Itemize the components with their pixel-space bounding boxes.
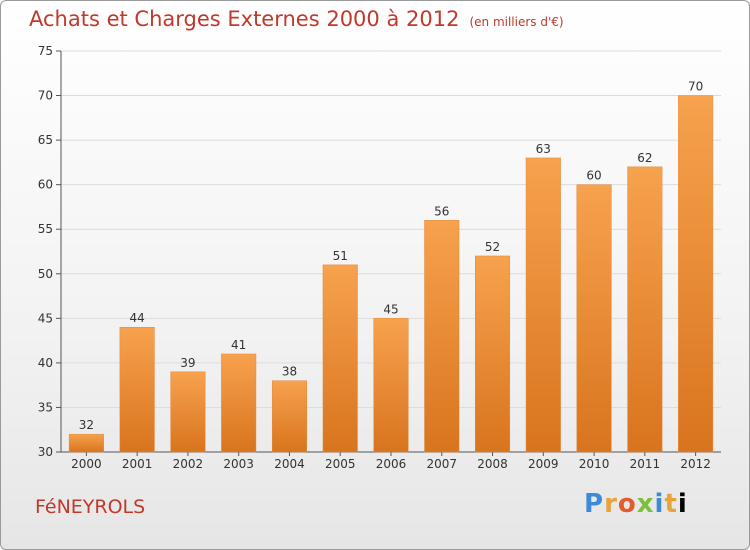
x-tick-label-2010: 2010 <box>579 457 610 471</box>
x-tick-label-2002: 2002 <box>173 457 204 471</box>
data-label-2003: 41 <box>231 338 246 352</box>
bar-2001 <box>119 326 155 453</box>
y-tick-label: 45 <box>38 311 53 325</box>
chart-title: Achats et Charges Externes 2000 à 2012 (e… <box>29 7 564 31</box>
bar-2007 <box>424 220 460 453</box>
bars <box>68 95 714 453</box>
x-tick-label-2006: 2006 <box>376 457 407 471</box>
chart-unit: (en milliers d'€) <box>469 15 564 29</box>
x-tick-label-2000: 2000 <box>71 457 102 471</box>
y-tick-label: 30 <box>38 445 53 459</box>
bar-2005 <box>322 264 358 453</box>
x-tick-label-2001: 2001 <box>122 457 153 471</box>
y-tick-label: 55 <box>38 222 53 236</box>
x-tick-label-2007: 2007 <box>426 457 457 471</box>
x-tick-label-2008: 2008 <box>477 457 508 471</box>
bar-2002 <box>170 371 206 453</box>
data-label-2011: 62 <box>637 151 652 165</box>
data-label-2000: 32 <box>79 418 94 432</box>
data-label-2005: 51 <box>333 249 348 263</box>
y-tick-label: 40 <box>38 356 53 370</box>
data-labels: 32 44 39 41 38 51 45 56 52 63 60 62 70 <box>79 80 704 433</box>
data-label-2012: 70 <box>688 80 703 94</box>
x-tick-label-2012: 2012 <box>680 457 711 471</box>
data-label-2007: 56 <box>434 204 449 218</box>
bar-2010 <box>576 184 612 453</box>
x-tick-label-2003: 2003 <box>223 457 254 471</box>
data-label-2002: 39 <box>180 356 195 370</box>
y-tick-label: 65 <box>38 133 53 147</box>
data-label-2001: 44 <box>130 311 145 325</box>
x-tick-label-2004: 2004 <box>274 457 305 471</box>
bar-2004 <box>271 380 307 453</box>
bar-2012 <box>678 95 714 453</box>
city-name: FéNEYROLS <box>35 496 146 518</box>
proxiti-logo: Proxiti <box>584 489 688 519</box>
x-tick-label-2009: 2009 <box>528 457 559 471</box>
data-label-2006: 45 <box>383 302 398 316</box>
tick-labels: 30 35 40 45 50 55 60 65 70 75 2000 2001 2002 2003 2004… <box>38 44 711 471</box>
chart-title-text: Achats et Charges Externes 2000 à 2012 <box>29 7 460 31</box>
bar-2011 <box>627 166 663 453</box>
bar-2009 <box>525 157 561 453</box>
y-tick-label: 60 <box>38 178 53 192</box>
bar-2008 <box>475 255 511 453</box>
y-tick-label: 75 <box>38 44 53 58</box>
data-label-2004: 38 <box>282 365 297 379</box>
data-label-2008: 52 <box>485 240 500 254</box>
data-label-2010: 60 <box>586 169 601 183</box>
bar-2006 <box>373 318 409 453</box>
x-tick-label-2011: 2011 <box>630 457 661 471</box>
bar-2003 <box>221 353 257 453</box>
x-tick-label-2005: 2005 <box>325 457 356 471</box>
y-tick-label: 70 <box>38 89 53 103</box>
data-label-2009: 63 <box>536 142 551 156</box>
y-tick-label: 50 <box>38 267 53 281</box>
y-tick-label: 35 <box>38 400 53 414</box>
bar-2000 <box>68 433 104 453</box>
